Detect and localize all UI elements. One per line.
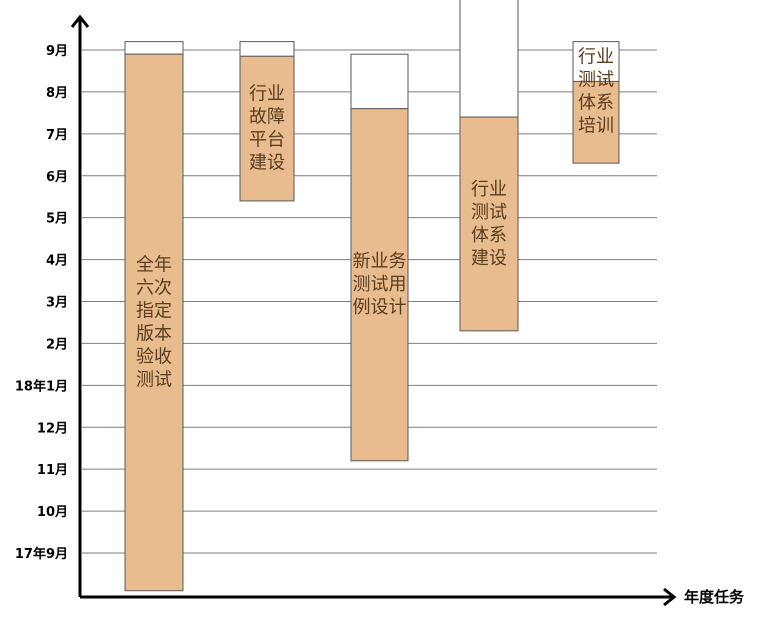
task-remaining-segment	[350, 53, 409, 110]
task-label-line: 行业	[249, 84, 285, 105]
y-tick-label: 17年9月	[15, 546, 68, 562]
task-label-line: 培训	[578, 116, 614, 137]
task-label-line: 体系	[471, 225, 507, 246]
y-tick-label: 7月	[46, 128, 68, 143]
x-axis-arrow-icon	[663, 587, 677, 607]
x-axis-label: 年度任务	[684, 588, 745, 606]
y-tick-label: 11月	[37, 463, 68, 478]
task-done-segment	[572, 80, 620, 164]
task-label-line: 测试	[136, 369, 172, 390]
task-label-line: 行业	[578, 47, 614, 68]
task-label-line: 全年	[136, 254, 172, 275]
task-label-line: 验收	[136, 346, 172, 367]
task-bars: 全年六次指定版本验收测试行业故障平台建设新业务测试用例设计行业测试体系建设行业测…	[124, 0, 620, 592]
task-label-line: 建设	[249, 153, 285, 174]
task-label-line: 测试	[471, 202, 507, 223]
task-label-line: 行业	[471, 179, 507, 200]
y-tick-label: 10月	[37, 505, 68, 520]
y-tick-label: 2月	[46, 337, 68, 352]
task-label-line: 体系	[578, 93, 614, 114]
task-label-line: 平台	[249, 130, 285, 151]
task-label-line: 例设计	[353, 297, 407, 318]
y-tick-labels: 17年9月 10月 11月 12月 18年1月 2月 3月 4月 5月 6月 7月 8月 9月	[15, 44, 68, 562]
task-remaining-segment	[124, 41, 184, 55]
y-tick-label: 18年1月	[15, 378, 68, 394]
task-label-line: 六次	[136, 277, 172, 298]
axes	[70, 14, 677, 607]
y-tick-label: 3月	[46, 296, 68, 311]
task-done-segment	[350, 108, 409, 462]
task-done-segment	[459, 116, 519, 332]
y-axis-arrow-icon	[70, 14, 90, 28]
task-done-segment	[124, 53, 184, 592]
task-label-line: 建设	[471, 248, 507, 269]
task-label-line: 新业务	[353, 251, 407, 272]
task-done-segment	[239, 55, 295, 202]
y-tick-label: 5月	[46, 212, 68, 227]
task-label-line: 故障	[249, 107, 285, 128]
task-label-line: 版本	[136, 323, 172, 344]
y-tick-label: 8月	[46, 86, 68, 101]
y-tick-label: 4月	[46, 254, 68, 269]
task-label-line: 指定	[136, 300, 172, 321]
y-tick-label: 6月	[46, 170, 68, 185]
task-remaining-segment	[459, 0, 519, 118]
y-tick-label: 9月	[46, 44, 68, 59]
task-label-line: 测试	[578, 70, 614, 91]
y-tick-label: 12月	[37, 421, 68, 436]
task-remaining-segment	[239, 41, 295, 57]
task-label-line: 测试用	[353, 274, 407, 295]
